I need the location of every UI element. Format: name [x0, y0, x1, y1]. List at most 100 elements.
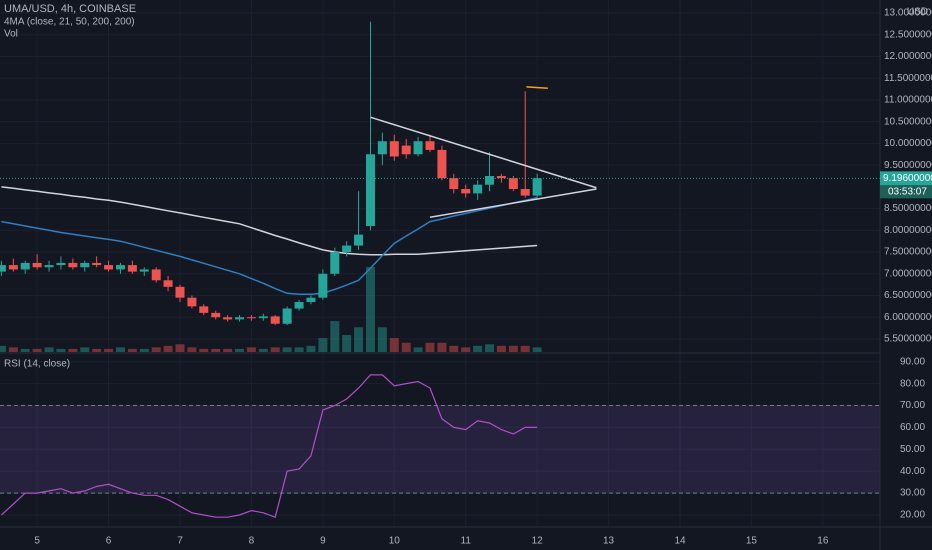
volume-bar: [437, 342, 447, 352]
candle-body: [246, 317, 256, 319]
candle-body: [0, 265, 6, 272]
y-tick-label: 8.50000000: [884, 203, 932, 214]
volume-bar: [20, 348, 30, 352]
candle-body: [199, 306, 209, 313]
x-tick-label: 15: [746, 536, 758, 547]
volume-bar: [92, 348, 102, 352]
candle-body: [258, 316, 268, 319]
candle-body: [139, 269, 149, 272]
volume-bar: [175, 344, 185, 352]
trendline: [429, 188, 597, 219]
rsi-tick-label: 80.00: [900, 378, 925, 389]
x-tick-label: 13: [603, 536, 615, 547]
volume-bar: [68, 348, 78, 352]
volume-bar: [56, 348, 66, 352]
volume-bar: [366, 267, 375, 352]
volume-bar: [532, 347, 542, 352]
x-tick-label: 8: [249, 536, 255, 547]
volume-bar: [401, 342, 411, 352]
x-tick-label: 14: [674, 536, 686, 547]
candle-body: [330, 252, 340, 274]
candle-body: [68, 262, 78, 268]
indicator-label: Vol: [4, 29, 18, 40]
rsi-tick-label: 40.00: [900, 466, 925, 477]
volume-bar: [44, 347, 54, 352]
candle-body: [437, 149, 447, 179]
moving-average: [1, 186, 538, 256]
countdown-box: [880, 185, 932, 199]
volume-bar: [199, 348, 209, 352]
rsi-tick-label: 20.00: [900, 510, 925, 521]
volume-bar: [235, 348, 244, 352]
candle-body: [413, 141, 423, 155]
candle-body: [366, 154, 375, 226]
candle-body: [223, 317, 233, 320]
candle-body: [187, 297, 197, 307]
x-tick-label: 10: [389, 536, 401, 547]
candle-body: [508, 178, 518, 190]
candle-body: [342, 245, 352, 253]
volume-bar: [211, 348, 221, 352]
rsi-tick-label: 30.00: [900, 488, 925, 499]
symbol-title: UMA/USD, 4h, COINBASE: [4, 3, 136, 15]
rsi-tick-label: 70.00: [900, 400, 925, 411]
candle-body: [461, 189, 471, 194]
countdown-label: 03:53:07: [888, 186, 927, 197]
x-tick-label: 11: [461, 536, 472, 547]
y-tick-label: 11.00000000: [884, 95, 932, 106]
rsi-line: [0, 374, 538, 518]
volume-bar: [508, 345, 518, 352]
y-tick-label: 12.50000000: [884, 29, 932, 40]
candle-body: [425, 141, 435, 150]
plot: [0, 21, 880, 518]
volume-bar: [425, 342, 435, 352]
trendline: [370, 116, 597, 189]
volume-bar: [318, 338, 328, 352]
volume-bar: [139, 348, 149, 352]
candle-body: [44, 265, 54, 268]
candle-body: [80, 262, 90, 268]
last-price-label: 9.19600000: [883, 173, 932, 184]
candle-body: [151, 269, 161, 281]
volume-bar: [80, 347, 90, 352]
x-tick-label: 16: [817, 536, 829, 547]
candle-body: [485, 176, 494, 185]
volume-bar: [0, 345, 6, 352]
volume-bar: [389, 338, 399, 352]
volume-bar: [306, 345, 316, 352]
candle-body: [449, 178, 459, 190]
candle-body: [32, 262, 42, 268]
y-tick-label: 6.50000000: [884, 290, 932, 301]
rsi-tick-label: 60.00: [900, 422, 925, 433]
axis-unit: USD: [907, 7, 928, 18]
volume-bar: [127, 348, 137, 352]
candle-body: [127, 265, 137, 272]
candle-body: [294, 302, 304, 309]
volume-bar: [32, 348, 42, 352]
candle-body: [20, 262, 30, 270]
x-tick-label: 12: [532, 536, 544, 547]
last-price-box: [880, 171, 932, 186]
y-tick-label: 12.00000000: [884, 51, 932, 62]
candle-body: [8, 265, 18, 270]
y-tick-label: 10.50000000: [884, 116, 932, 127]
volume-bar: [104, 348, 114, 352]
volume-bar: [449, 345, 459, 352]
volume-bar: [461, 347, 471, 352]
y-tick-label: 9.50000000: [884, 160, 932, 171]
candle-body: [104, 265, 114, 270]
volume-bar: [246, 347, 256, 352]
candle-body: [532, 178, 542, 196]
candle-body: [116, 265, 125, 270]
y-tick-label: 10.00000000: [884, 138, 932, 149]
volume-bar: [354, 327, 364, 352]
volume-bar: [223, 348, 233, 352]
volume-bar: [116, 347, 125, 352]
candle-body: [211, 312, 221, 318]
candle-body: [235, 317, 244, 320]
trendline: [526, 86, 548, 89]
candle-body: [175, 286, 185, 298]
volume-bar: [8, 347, 18, 352]
volume-bar: [485, 344, 494, 352]
